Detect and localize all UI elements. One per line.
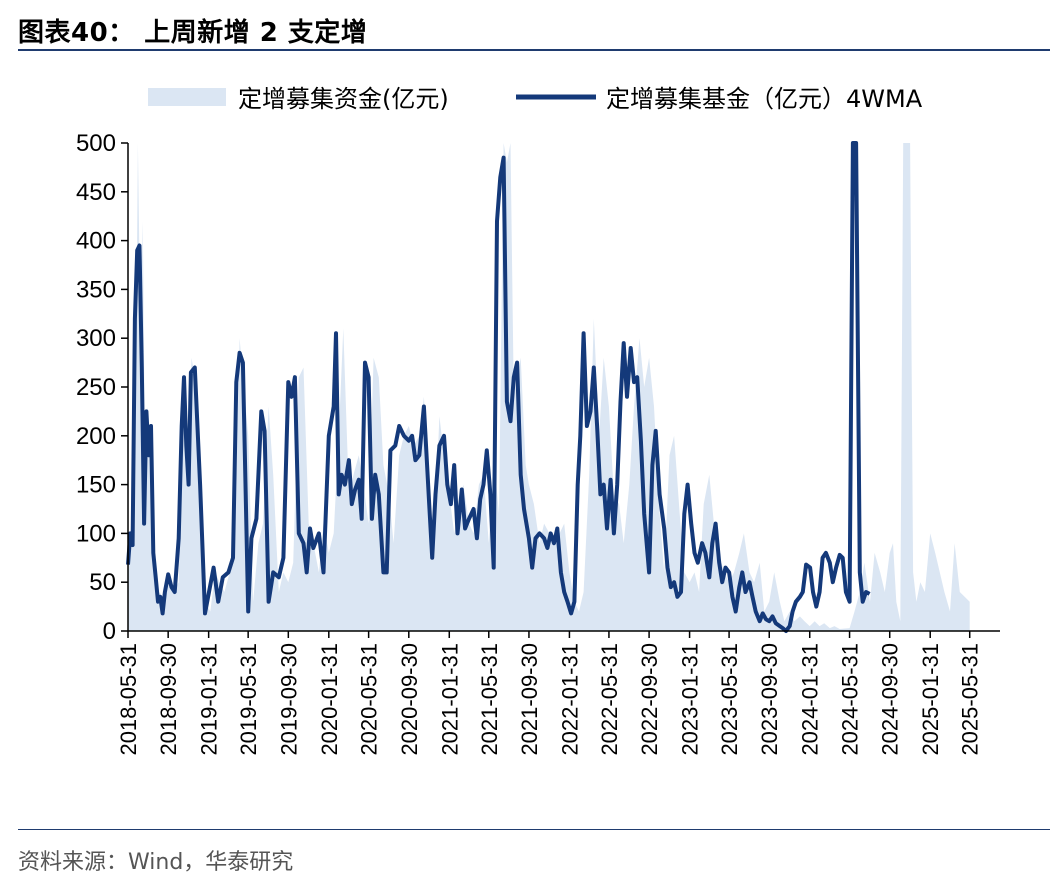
chart-svg: 定增募集资金(亿元) 定增募集基金（亿元）4WMA 0 50 100 150 200 25… <box>76 85 1000 756</box>
x-tick-label: 2023-09-30 <box>757 643 782 756</box>
area-series <box>128 143 970 631</box>
legend-label-area: 定增募集资金(亿元) <box>238 85 449 113</box>
x-tick-label: 2022-09-30 <box>637 643 662 756</box>
line-series <box>126 141 871 633</box>
line-series-layer <box>126 141 871 633</box>
x-tick-label: 2022-01-31 <box>557 643 582 756</box>
x-tick-label: 2021-01-31 <box>437 643 462 756</box>
x-tick-label: 2022-05-31 <box>597 643 622 756</box>
legend-label-line: 定增募集基金（亿元）4WMA <box>606 85 923 113</box>
x-tick-label: 2018-09-30 <box>156 643 181 756</box>
y-tick-label: 250 <box>76 374 116 401</box>
area-series-layer <box>128 143 970 631</box>
x-tick-label: 2024-01-31 <box>798 643 823 756</box>
y-tick-label: 50 <box>89 569 116 596</box>
y-tick-label: 500 <box>76 130 116 157</box>
source-note: 资料来源：Wind，华泰研究 <box>18 850 294 875</box>
x-tick-label: 2024-09-30 <box>878 643 903 756</box>
x-tick-label: 2021-09-30 <box>517 643 542 756</box>
y-tick-label: 350 <box>76 276 116 303</box>
x-tick-label: 2021-05-31 <box>477 643 502 756</box>
footer-divider <box>18 829 1050 830</box>
x-tick-label: 2024-05-31 <box>838 643 863 756</box>
x-tick-label: 2020-05-31 <box>357 643 382 756</box>
x-tick-label: 2019-09-30 <box>276 643 301 756</box>
y-tick-label: 150 <box>76 472 116 499</box>
x-tick-label: 2025-05-31 <box>958 643 983 756</box>
title-divider <box>18 49 1050 51</box>
legend: 定增募集资金(亿元) 定增募集基金（亿元）4WMA <box>148 85 923 113</box>
y-tick-label: 450 <box>76 179 116 206</box>
x-tick-label: 2018-05-31 <box>116 643 141 756</box>
axes: 0 50 100 150 200 250 300 350 400 450 500 2018-05-31… <box>76 130 1000 756</box>
y-tick-label: 100 <box>76 520 116 547</box>
x-tick-label: 2020-01-31 <box>317 643 342 756</box>
x-tick-label: 2023-01-31 <box>678 643 703 756</box>
y-tick-label: 200 <box>76 423 116 450</box>
y-tick-label: 400 <box>76 228 116 255</box>
x-tick-label: 2019-05-31 <box>236 643 261 756</box>
chart-title: 图表40： 上周新增 2 支定增 <box>18 18 368 48</box>
y-tick-label: 300 <box>76 325 116 352</box>
legend-swatch-area <box>148 88 226 106</box>
x-tick-label: 2019-01-31 <box>197 643 222 756</box>
x-tick-label: 2020-09-30 <box>397 643 422 756</box>
x-tick-label: 2023-05-31 <box>717 643 742 756</box>
x-tick-label: 2025-01-31 <box>918 643 943 756</box>
y-tick-label: 0 <box>103 618 116 645</box>
